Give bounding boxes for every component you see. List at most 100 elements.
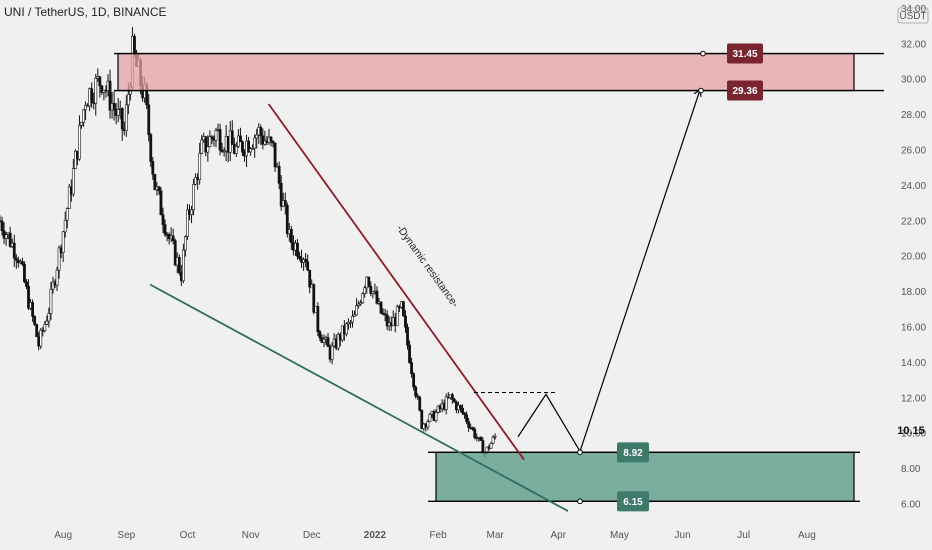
candle-body [402, 301, 405, 317]
candle-body [0, 220, 4, 231]
candle-body [418, 396, 422, 411]
candle-body [285, 205, 289, 234]
candle-body [261, 135, 265, 145]
candle-body [149, 134, 153, 162]
x-tick-label: Aug [798, 530, 816, 541]
candle-body [80, 122, 83, 126]
candle-body [116, 109, 120, 116]
y-tick-label: 28.00 [901, 110, 926, 121]
supply-bottom-tag-box [727, 80, 763, 101]
candle-body [214, 130, 218, 141]
candle-body [35, 324, 39, 337]
candle-body [65, 208, 69, 221]
candle-body [412, 373, 416, 388]
candle-body [312, 284, 316, 313]
candle-body [12, 242, 16, 259]
candle-body [489, 442, 493, 449]
y-tick-label: 6.00 [901, 500, 921, 511]
candle-body [31, 302, 35, 317]
candle-body [71, 168, 75, 195]
candle-body [249, 148, 253, 153]
candle-body [234, 146, 238, 154]
candle-body [163, 224, 167, 235]
x-tick-label: Apr [551, 530, 567, 541]
candle-body [8, 232, 12, 247]
candle-body [108, 80, 112, 111]
axes-layer: 6.00 8.00 10.00 12.00 14.00 16.00 18.00 20.00 22… [54, 4, 929, 541]
candle-body [126, 93, 130, 106]
y-tick-label: 32.00 [901, 39, 926, 50]
candle-body [222, 150, 226, 153]
candle-body [82, 109, 85, 123]
candle-body [408, 344, 411, 363]
candle-body [153, 174, 157, 191]
candle-body [73, 150, 77, 169]
candle-body [33, 316, 37, 325]
candle-body [239, 135, 242, 143]
candle-body [84, 104, 87, 111]
y-tick-label: 14.00 [901, 358, 926, 369]
demand-bottom-price-tag: 6.15 [623, 497, 643, 508]
candle-body [349, 321, 352, 324]
candle-body [371, 291, 375, 294]
candle-body [25, 281, 28, 287]
candle-body [133, 35, 136, 55]
candle-body [316, 306, 320, 332]
candle-body [147, 104, 151, 135]
current-price-box [893, 422, 929, 439]
candle-body [45, 320, 49, 325]
anchor-point[interactable] [577, 449, 583, 456]
supply-bottom-price-tag: 29.36 [732, 86, 757, 97]
candle-body [186, 209, 189, 237]
candle-body [461, 407, 464, 414]
candle-body [90, 88, 94, 103]
candle-body [255, 134, 259, 139]
candle-body [436, 405, 440, 413]
candle-body [204, 136, 208, 153]
y-tick-label: 24.00 [901, 181, 926, 192]
anchor-point[interactable] [577, 498, 583, 505]
candles-layer [0, 27, 497, 458]
candle-body [491, 436, 495, 444]
candle-body [395, 306, 399, 326]
candle-body [47, 313, 51, 322]
x-tick-label: Jun [675, 530, 691, 541]
candle-body [94, 78, 98, 104]
candle-body [230, 130, 234, 145]
candle-body [277, 165, 281, 184]
candle-body [322, 338, 326, 343]
candle-body [192, 184, 195, 211]
candle-body [171, 235, 175, 241]
candle-body [124, 104, 128, 132]
y-tick-label: 34.00 [901, 4, 926, 15]
chart-title: UNI / TetherUS, 1D, BINANCE [4, 5, 167, 19]
candle-body [173, 240, 177, 266]
candle-body [251, 147, 255, 150]
candle-body [27, 286, 30, 309]
dynamic-resistance-label: -Dynamic resistance- [394, 223, 462, 310]
candle-body [112, 103, 116, 110]
anchor-point[interactable] [698, 87, 704, 94]
candle-body [471, 427, 475, 430]
candle-body [355, 305, 358, 316]
y-tick-label: 8.00 [901, 464, 921, 475]
x-tick-label: May [610, 530, 629, 541]
overlays-layer [114, 43, 929, 512]
candle-body [467, 421, 471, 428]
candle-body [369, 285, 373, 294]
demand-top-tag-box [617, 442, 649, 463]
candle-body [269, 136, 273, 142]
candle-body [420, 409, 424, 429]
candle-body [375, 290, 379, 304]
candle-body [493, 435, 497, 438]
candle-body [404, 315, 407, 328]
candle-body [450, 394, 454, 400]
candle-body [218, 129, 222, 151]
candle-body [473, 428, 477, 438]
y-tick-label: 12.00 [901, 393, 926, 404]
anchor-point[interactable] [700, 50, 706, 57]
candle-body [351, 316, 354, 323]
candle-body [63, 219, 67, 233]
price-unit-box [897, 7, 929, 24]
